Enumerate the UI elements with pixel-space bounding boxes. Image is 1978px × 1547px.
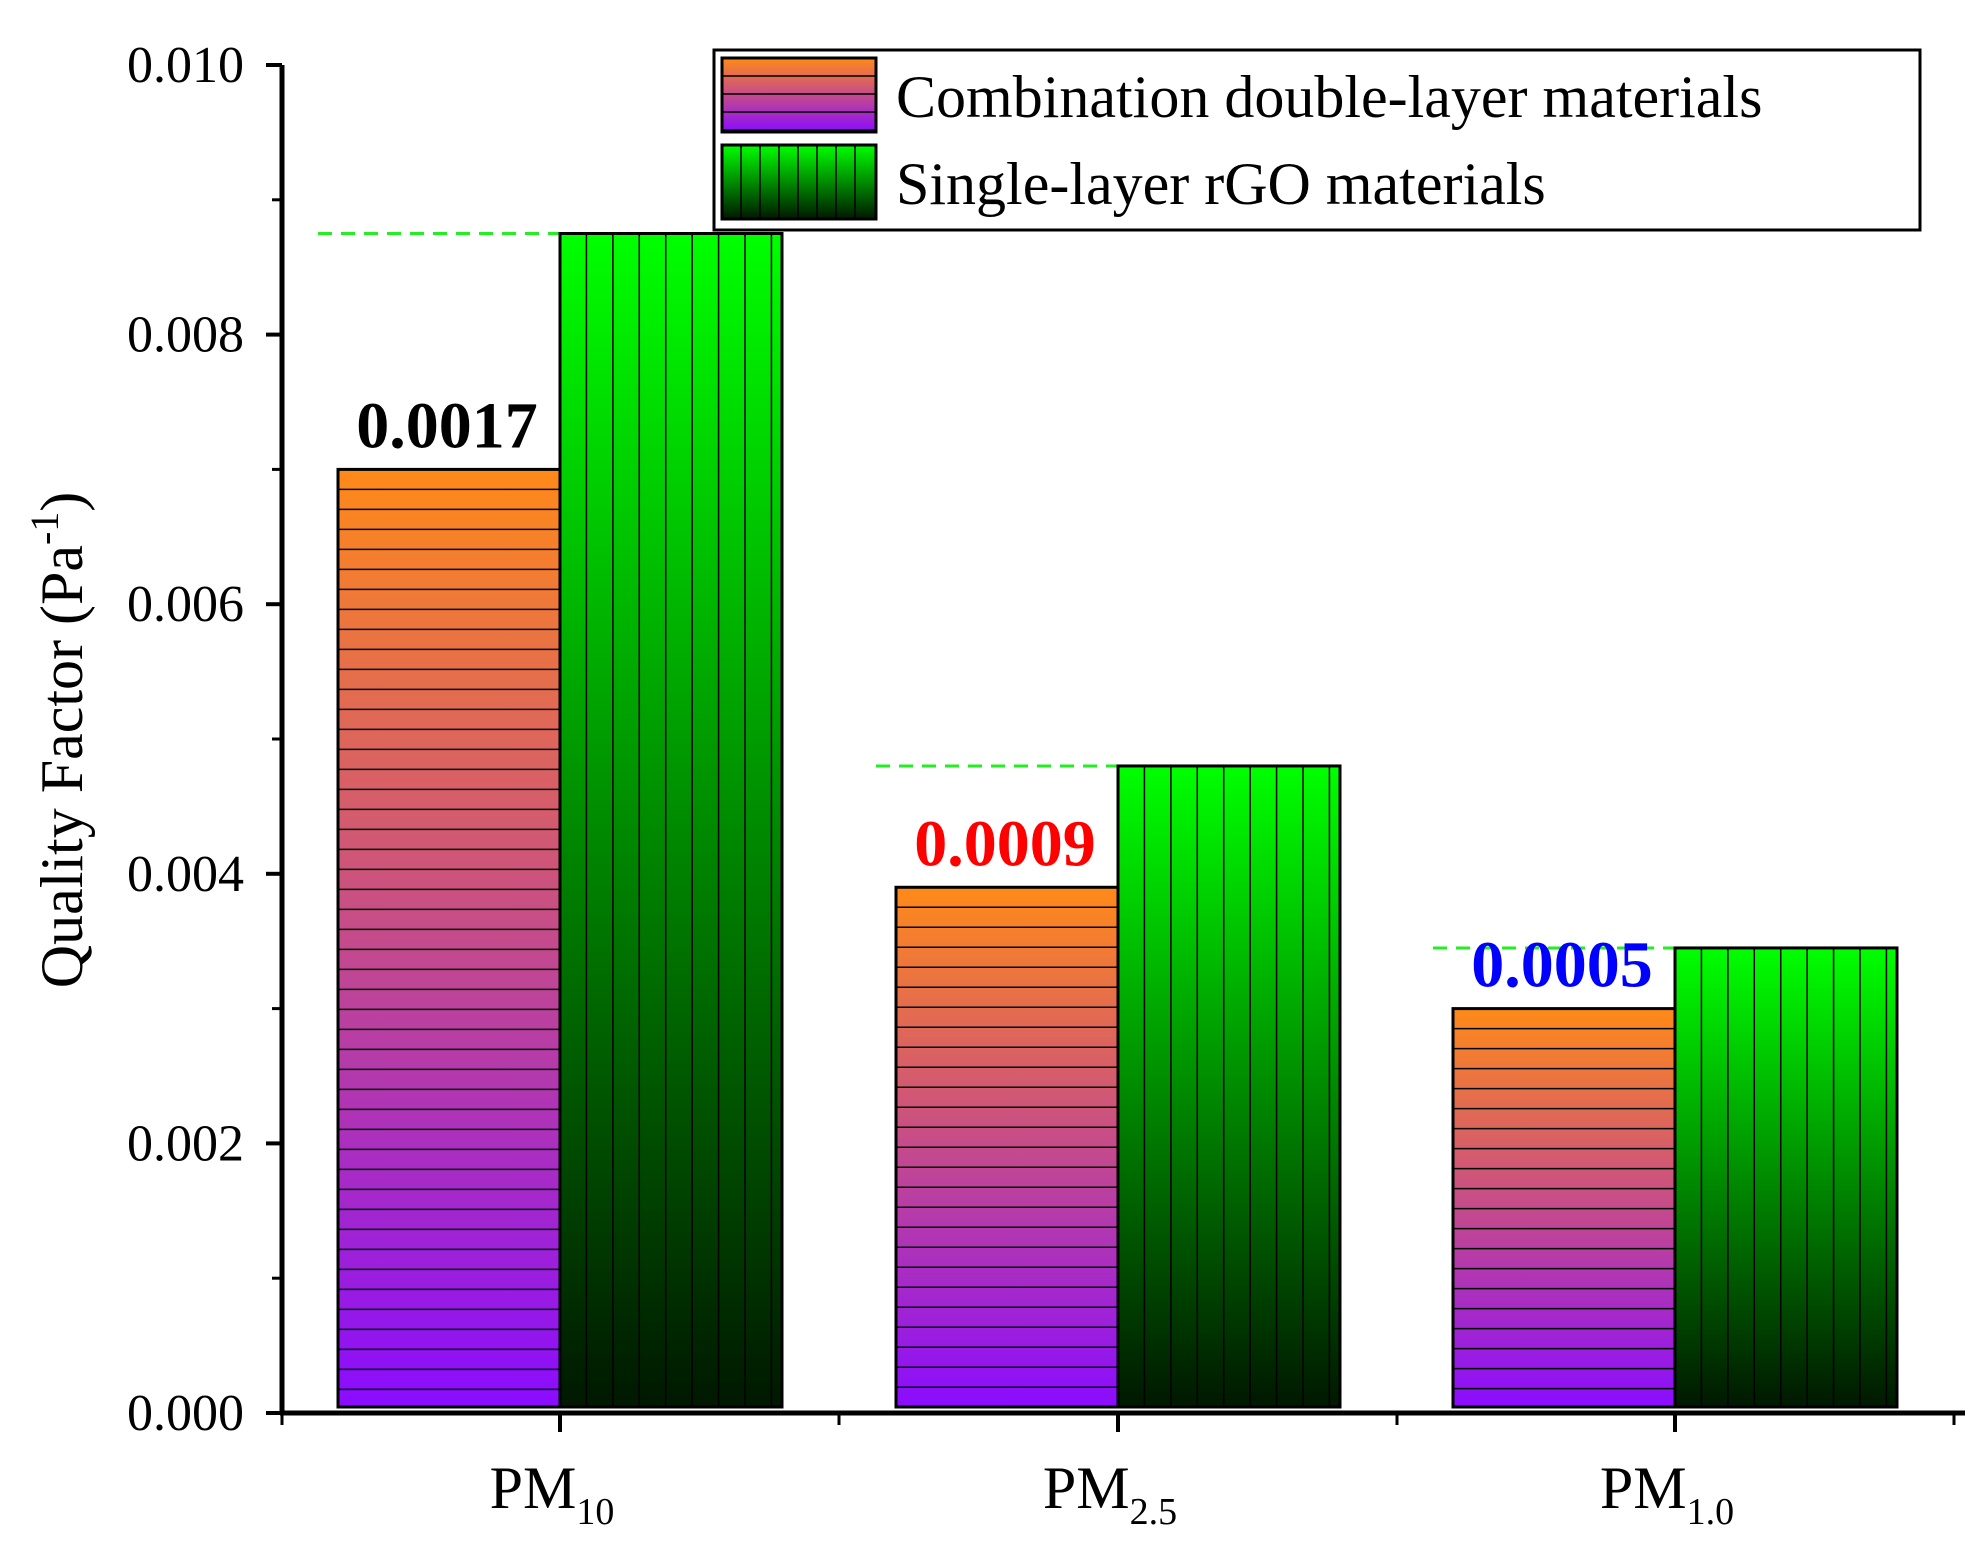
bar-combination-0 — [338, 469, 560, 1407]
bar-group-combination-1 — [894, 885, 1120, 1409]
x-category-sub: 1.0 — [1687, 1491, 1735, 1533]
difference-label-2: 0.0005 — [1471, 929, 1653, 1002]
legend-hatch-combination — [722, 75, 876, 131]
legend-swatch-rgo — [720, 143, 878, 221]
legend-label-rgo: Single-layer rGO materials — [896, 151, 1546, 217]
y-axis-label-main: Quality Factor (Pa — [29, 545, 95, 988]
bar-outline — [558, 232, 784, 1409]
y-tick-label: 0.006 — [127, 576, 244, 633]
legend-hatch-rgo — [740, 145, 856, 219]
difference-label-0: 0.0017 — [356, 389, 538, 462]
bar-group-rgo-1 — [1116, 764, 1342, 1409]
x-category-label: PM1.0 — [1600, 1455, 1734, 1533]
x-ticks: PM10 PM2.5 PM1.0 — [280, 1413, 1956, 1533]
y-tick-label: 0.002 — [127, 1115, 244, 1172]
bar-outline — [1673, 946, 1899, 1409]
legend-box — [712, 48, 1922, 232]
reference-lines — [318, 232, 1677, 950]
bar-group-rgo-0 — [558, 232, 784, 1409]
x-category-base: PM — [490, 1455, 577, 1521]
y-ticks: 0.000 0.002 0.004 0.006 0.008 0.010 — [127, 37, 282, 1442]
bar-rgo-1 — [1118, 765, 1340, 1407]
legend-swatch-combination — [720, 56, 878, 134]
y-axis-label: Quality Factor (Pa-1) — [22, 492, 95, 989]
x-category-sub: 2.5 — [1130, 1491, 1178, 1533]
bar-rgo-2 — [1675, 947, 1897, 1407]
bar-rgo-0 — [560, 233, 782, 1407]
bar-group-combination-0 — [336, 467, 562, 1409]
x-category-base: PM — [1043, 1455, 1130, 1521]
y-axis-label-close: ) — [29, 492, 95, 512]
y-tick-label: 0.008 — [127, 307, 244, 364]
y-tick-label: 0.000 — [127, 1385, 244, 1442]
bar-outline — [1116, 764, 1342, 1409]
y-tick-label: 0.004 — [127, 846, 244, 903]
x-category-sub: 10 — [576, 1491, 614, 1533]
legend: Combination double-layer materials Singl… — [712, 48, 1922, 232]
difference-label-1: 0.0009 — [914, 807, 1096, 880]
y-axis-label-sup: -1 — [22, 512, 67, 545]
x-category-label: PM10 — [490, 1455, 615, 1533]
bars — [336, 232, 1899, 1409]
legend-label-combination: Combination double-layer materials — [896, 64, 1762, 130]
x-category-label: PM2.5 — [1043, 1455, 1177, 1533]
bar-group-rgo-2 — [1673, 946, 1899, 1409]
difference-labels: 0.0017 0.0009 0.0005 — [356, 389, 1653, 1001]
bar-combination-2 — [1453, 1008, 1675, 1407]
bar-group-combination-2 — [1451, 1007, 1677, 1409]
x-category-base: PM — [1600, 1455, 1687, 1521]
y-tick-label: 0.010 — [127, 37, 244, 94]
